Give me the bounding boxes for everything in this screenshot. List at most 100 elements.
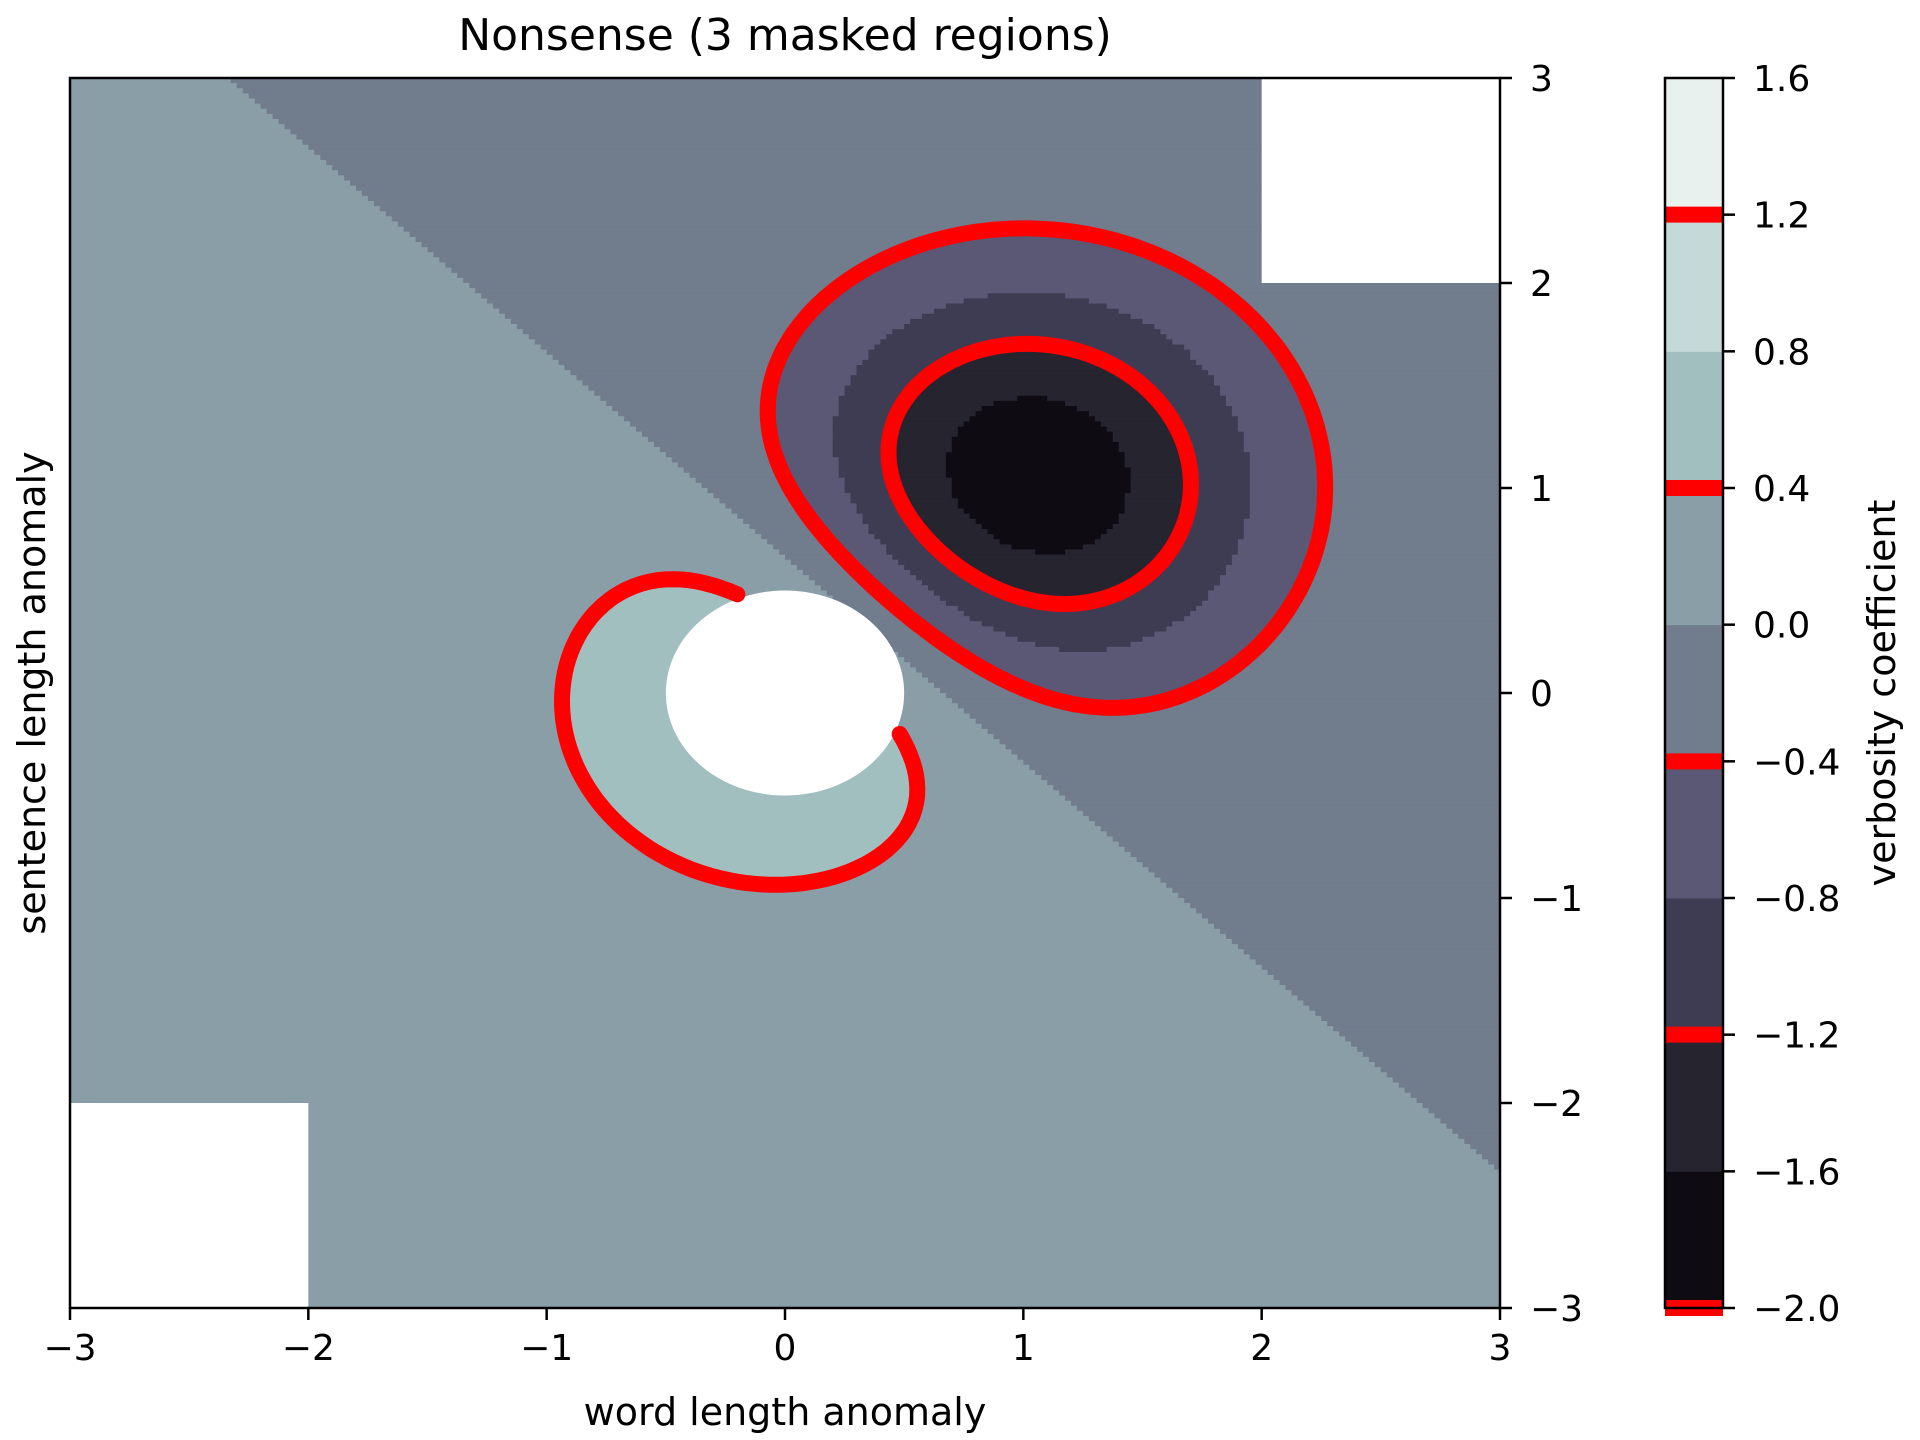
contour-band-cell	[874, 698, 953, 704]
contour-band-cell	[1047, 395, 1156, 402]
contour-band-cell	[1059, 344, 1185, 351]
contour-band-cell	[70, 631, 578, 638]
contour-band-cell	[880, 636, 941, 643]
contour-band-cell	[326, 160, 1500, 166]
contour-band-cell	[701, 580, 816, 586]
contour-band-cell	[1321, 462, 1500, 469]
contour-band-cell	[70, 488, 709, 494]
contour-band-cell	[1273, 339, 1500, 346]
contour-band-cell	[70, 1226, 1500, 1232]
contour-band-cell	[70, 1031, 1340, 1037]
contour-band-cell	[70, 370, 572, 376]
contour-band-cell	[1154, 631, 1269, 638]
contour-band-cell	[1261, 964, 1500, 971]
contour-band-cell	[850, 498, 899, 504]
contour-band-cell	[1208, 590, 1299, 597]
contour-band-cell	[1243, 518, 1322, 525]
contour-band-cell	[70, 764, 578, 771]
contour-band-cell	[70, 339, 536, 346]
contour-band-cell	[570, 370, 774, 376]
contour-band-cell	[719, 585, 822, 592]
contour-band-cell	[636, 836, 899, 843]
contour-band-cell	[922, 529, 989, 535]
contour-band-cell	[463, 277, 846, 284]
masked-region-rect	[70, 1103, 309, 1308]
contour-band-cell	[1291, 370, 1500, 376]
contour-band-cell	[862, 513, 911, 520]
y-tick-label: −2	[1530, 1084, 1583, 1125]
contour-band-cell	[910, 570, 971, 576]
contour-band-cell	[910, 616, 971, 622]
contour-band-cell	[70, 595, 613, 602]
contour-band-cell	[850, 493, 899, 499]
contour-band-cell	[1214, 380, 1299, 387]
contour-band-cell	[916, 790, 1060, 797]
contour-band-cell	[1041, 693, 1179, 699]
contour-band-cell	[1231, 298, 1500, 305]
contour-band-cell	[70, 636, 578, 643]
contour-band-cell	[862, 518, 911, 525]
contour-band-cell	[814, 523, 870, 530]
contour-band-cell	[1160, 877, 1500, 884]
contour-band-cell	[469, 283, 840, 289]
contour-band-cell	[70, 482, 703, 489]
contour-band-cell	[70, 974, 1275, 981]
contour-band-cell	[1482, 1154, 1500, 1160]
contour-band-cell	[802, 508, 858, 515]
contour-band-cell	[552, 354, 780, 361]
contour-band-cell	[1154, 564, 1227, 571]
contour-band-cell	[284, 124, 1500, 130]
contour-band-cell	[767, 539, 828, 545]
contour-band-cell	[70, 180, 351, 187]
contour-band-cell	[70, 534, 762, 540]
contour-band-cell	[1130, 477, 1191, 484]
contour-band-cell	[832, 544, 887, 551]
contour-band-cell	[1154, 872, 1500, 879]
contour-band-cell	[939, 365, 1120, 371]
contour-band-cell	[534, 339, 786, 346]
contour-band-cell	[1059, 646, 1108, 653]
contour-band-cell	[1380, 1067, 1500, 1073]
contour-band-cell	[886, 549, 941, 556]
contour-band-cell	[1303, 585, 1500, 592]
contour-band-cell	[612, 816, 911, 822]
contour-band-cell	[70, 559, 792, 566]
contour-band-cell	[70, 1046, 1358, 1053]
contour-band-cell	[1297, 380, 1500, 387]
contour-band-cell	[1190, 349, 1281, 356]
contour-band-cell	[70, 1077, 1394, 1084]
contour-band-cell	[1190, 493, 1251, 499]
chart-title: Nonsense (3 masked regions)	[458, 10, 1112, 61]
contour-band-cell	[1124, 493, 1191, 499]
contour-band-cell	[1190, 508, 1251, 515]
contour-band-cell	[1249, 477, 1328, 484]
contour-band-cell	[1047, 780, 1500, 786]
contour-band-cell	[1154, 395, 1227, 402]
contour-band-cell	[1362, 1051, 1500, 1058]
contour-band-cell	[272, 113, 1500, 120]
contour-band-cell	[373, 201, 1500, 207]
contour-band-cell	[886, 713, 971, 720]
colorbar-band	[1665, 488, 1723, 626]
contour-band-cell	[1142, 318, 1257, 325]
contour-band-cell	[1088, 411, 1167, 417]
contour-band-cell	[1076, 805, 1500, 812]
colorbar-tick-label: 0.8	[1753, 332, 1810, 373]
contour-band-cell	[808, 308, 935, 315]
contour-band-cell	[1225, 570, 1310, 576]
contour-band-cell	[70, 851, 661, 858]
contour-band-cell	[1237, 944, 1500, 950]
contour-band-cell	[606, 400, 768, 407]
contour-band-cell	[844, 554, 893, 561]
contour-band-cell	[904, 400, 995, 407]
colorbar-tick-label: −1.6	[1753, 1152, 1840, 1193]
contour-band-cell	[1100, 534, 1179, 540]
contour-band-cell	[1166, 698, 1500, 704]
contour-band-cell	[70, 1302, 1500, 1308]
contour-band-cell	[868, 349, 977, 356]
contour-band-cell	[70, 585, 631, 592]
contour-band-cell	[70, 1087, 1406, 1094]
contour-band-cell	[70, 144, 309, 151]
contour-band-cell	[1148, 570, 1227, 576]
contour-band-cell	[70, 318, 512, 325]
